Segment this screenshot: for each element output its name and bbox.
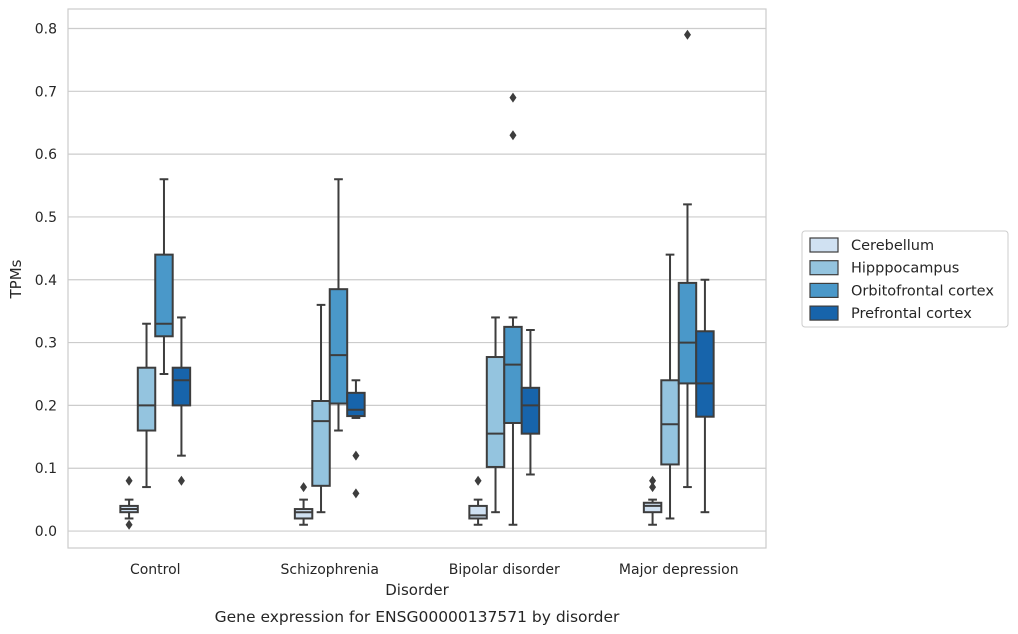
x-tick-label: Schizophrenia: [281, 562, 379, 578]
legend-label: Cerebellum: [851, 238, 934, 254]
box: [660, 379, 680, 466]
box: [311, 400, 331, 487]
x-axis-label: Disorder: [385, 581, 449, 599]
box-group: [293, 482, 314, 526]
box-group: [468, 475, 488, 526]
legend-swatch: [809, 260, 839, 276]
box-group: [677, 29, 698, 489]
box: [520, 386, 541, 435]
y-tick-label: 0.8: [35, 21, 57, 37]
box-group: [346, 379, 366, 499]
x-tick-label: Control: [130, 562, 181, 578]
outlier-marker: [125, 475, 133, 486]
x-tick-labels: Control Schizophrenia Bipolar disorder Majo…: [130, 562, 739, 578]
legend-swatch: [809, 305, 839, 321]
box-group: [642, 475, 663, 526]
outlier-marker: [509, 92, 517, 103]
legend: Cerebellum Hipppocampus Orbitofrontal cort…: [801, 230, 1009, 328]
outlier-marker: [474, 475, 482, 486]
legend-frame: [801, 230, 1009, 328]
box-group: [520, 329, 541, 476]
box: [293, 508, 314, 520]
box-group: [660, 253, 680, 520]
box-group: [503, 92, 523, 526]
figure-caption: Gene expression for ENSG00000137571 by d…: [215, 608, 620, 626]
box-group: [119, 475, 139, 530]
box: [503, 325, 523, 424]
outlier-marker: [177, 475, 185, 486]
box: [328, 288, 349, 405]
legend-swatch: [809, 282, 839, 298]
outlier-marker: [649, 482, 657, 493]
legend-label: Hipppocampus: [851, 261, 959, 277]
legend-label: Prefrontal cortex: [851, 306, 972, 322]
y-tick-label: 0.7: [35, 84, 57, 100]
box-group: [154, 178, 174, 375]
box-group: [328, 178, 349, 432]
x-tick-label: Major depression: [619, 562, 739, 578]
plot-frame: [67, 8, 767, 549]
boxes: [119, 29, 715, 530]
y-axis-label: TPMs: [7, 259, 25, 299]
box: [642, 501, 663, 514]
y-tick-label: 0.0: [35, 524, 57, 540]
y-tick-label: 0.3: [35, 336, 57, 352]
outlier-marker: [125, 519, 133, 530]
legend-swatch: [809, 237, 839, 253]
box: [154, 253, 174, 338]
box: [171, 366, 192, 407]
y-tick-label: 0.4: [35, 273, 57, 289]
box: [468, 504, 488, 520]
x-tick-label: Bipolar disorder: [449, 562, 560, 578]
box-group: [136, 322, 157, 489]
outlier-marker: [509, 130, 517, 141]
legend-label: Orbitofrontal cortex: [851, 283, 994, 299]
y-tick-labels: 0.0 0.1 0.2 0.3 0.4 0.5 0.6 0.7 0.8: [35, 21, 57, 540]
outlier-marker: [352, 488, 360, 499]
outlier-marker: [300, 482, 308, 493]
y-tick-label: 0.2: [35, 398, 57, 414]
box: [677, 281, 698, 385]
y-tick-label: 0.6: [35, 147, 57, 163]
box-group: [311, 303, 331, 514]
outlier-marker: [683, 29, 691, 40]
box: [485, 356, 506, 468]
y-tick-label: 0.5: [35, 210, 57, 226]
box: [136, 366, 157, 432]
box-group: [695, 278, 715, 514]
outlier-marker: [352, 450, 360, 461]
outlier-marker: [649, 475, 657, 486]
y-tick-label: 0.1: [35, 461, 57, 477]
box-group: [171, 316, 192, 486]
box: [695, 330, 715, 418]
box: [346, 391, 366, 418]
